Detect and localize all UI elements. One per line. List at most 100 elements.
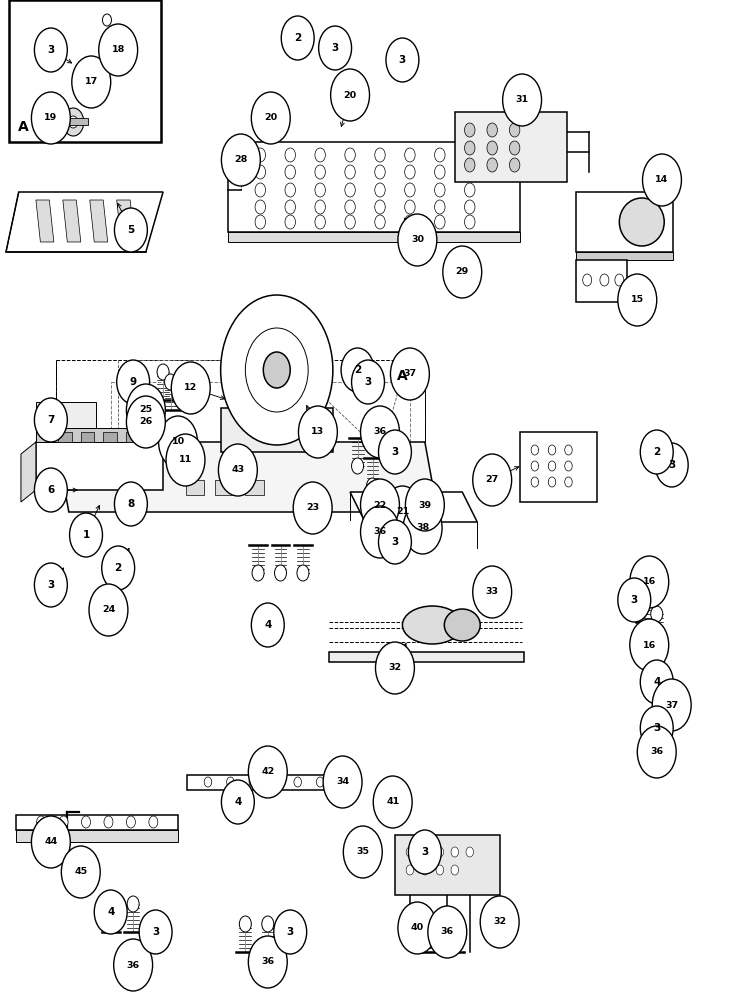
- Text: 4: 4: [653, 677, 660, 687]
- Text: 13: 13: [311, 428, 325, 436]
- Text: 37: 37: [665, 700, 678, 710]
- Text: 38: 38: [416, 524, 429, 532]
- Text: 3: 3: [331, 43, 339, 53]
- Polygon shape: [56, 442, 438, 512]
- Circle shape: [375, 200, 385, 214]
- Polygon shape: [21, 442, 36, 502]
- Polygon shape: [215, 480, 234, 495]
- Text: 3: 3: [668, 460, 675, 470]
- Circle shape: [297, 565, 309, 581]
- Circle shape: [465, 123, 475, 137]
- Circle shape: [285, 183, 295, 197]
- Text: 14: 14: [655, 176, 669, 184]
- Circle shape: [315, 165, 325, 179]
- Text: 29: 29: [456, 267, 469, 276]
- Text: 45: 45: [74, 867, 88, 876]
- Polygon shape: [81, 432, 94, 442]
- Polygon shape: [90, 200, 108, 242]
- Circle shape: [509, 123, 520, 137]
- Text: 2: 2: [114, 563, 122, 573]
- Text: 3: 3: [47, 580, 55, 590]
- Circle shape: [255, 215, 266, 229]
- Circle shape: [352, 360, 384, 404]
- Circle shape: [99, 24, 138, 76]
- Circle shape: [345, 183, 355, 197]
- Circle shape: [72, 56, 111, 108]
- Text: 31: 31: [515, 96, 529, 104]
- Circle shape: [465, 183, 475, 197]
- Circle shape: [419, 916, 431, 932]
- Circle shape: [487, 158, 497, 172]
- Text: 28: 28: [234, 155, 248, 164]
- Circle shape: [34, 398, 67, 442]
- Circle shape: [126, 816, 135, 828]
- Circle shape: [281, 16, 314, 60]
- Circle shape: [465, 148, 475, 162]
- Circle shape: [398, 214, 437, 266]
- Circle shape: [449, 916, 461, 932]
- Circle shape: [248, 936, 287, 988]
- Circle shape: [294, 777, 301, 787]
- Circle shape: [480, 896, 519, 948]
- Polygon shape: [576, 260, 627, 302]
- Circle shape: [428, 906, 467, 958]
- Circle shape: [435, 215, 445, 229]
- Circle shape: [618, 578, 651, 622]
- Circle shape: [466, 847, 473, 857]
- Polygon shape: [6, 192, 19, 252]
- Circle shape: [473, 454, 512, 506]
- Text: 36: 36: [373, 528, 387, 536]
- Text: 16: 16: [643, 641, 656, 650]
- Ellipse shape: [444, 609, 480, 641]
- Circle shape: [375, 642, 414, 694]
- Text: 4: 4: [107, 907, 114, 917]
- Circle shape: [345, 148, 355, 162]
- Circle shape: [34, 563, 67, 607]
- Circle shape: [639, 586, 651, 602]
- Text: 3: 3: [47, 45, 55, 55]
- Polygon shape: [228, 232, 520, 242]
- Text: 15: 15: [631, 296, 644, 304]
- Circle shape: [548, 445, 556, 455]
- Text: 27: 27: [485, 476, 499, 485]
- Circle shape: [640, 660, 673, 704]
- Circle shape: [285, 215, 295, 229]
- Text: 35: 35: [356, 848, 370, 856]
- Circle shape: [465, 215, 475, 229]
- Polygon shape: [350, 492, 477, 522]
- Circle shape: [443, 246, 482, 298]
- Polygon shape: [455, 112, 567, 182]
- Circle shape: [315, 200, 325, 214]
- Ellipse shape: [619, 198, 664, 246]
- Circle shape: [436, 847, 444, 857]
- Circle shape: [565, 461, 572, 471]
- Circle shape: [149, 816, 158, 828]
- Circle shape: [165, 374, 177, 390]
- Circle shape: [465, 165, 475, 179]
- Text: 36: 36: [373, 428, 387, 436]
- Circle shape: [139, 910, 172, 954]
- Circle shape: [473, 566, 512, 618]
- Text: 25: 25: [139, 406, 153, 414]
- Circle shape: [323, 756, 362, 808]
- Circle shape: [375, 165, 385, 179]
- Text: 41: 41: [386, 798, 399, 806]
- Text: 40: 40: [411, 924, 424, 932]
- Text: 30: 30: [411, 235, 424, 244]
- Circle shape: [652, 679, 691, 731]
- Text: 6: 6: [47, 485, 55, 495]
- Text: A: A: [18, 120, 28, 134]
- Circle shape: [405, 148, 415, 162]
- Polygon shape: [16, 815, 178, 830]
- Text: 3: 3: [391, 447, 399, 457]
- Text: 3: 3: [152, 927, 159, 937]
- Circle shape: [245, 328, 308, 412]
- Circle shape: [94, 890, 127, 934]
- Circle shape: [159, 416, 197, 468]
- Circle shape: [405, 215, 415, 229]
- Circle shape: [383, 486, 422, 538]
- Text: 18: 18: [111, 45, 125, 54]
- Circle shape: [285, 165, 295, 179]
- Circle shape: [316, 777, 324, 787]
- Text: 20: 20: [264, 113, 278, 122]
